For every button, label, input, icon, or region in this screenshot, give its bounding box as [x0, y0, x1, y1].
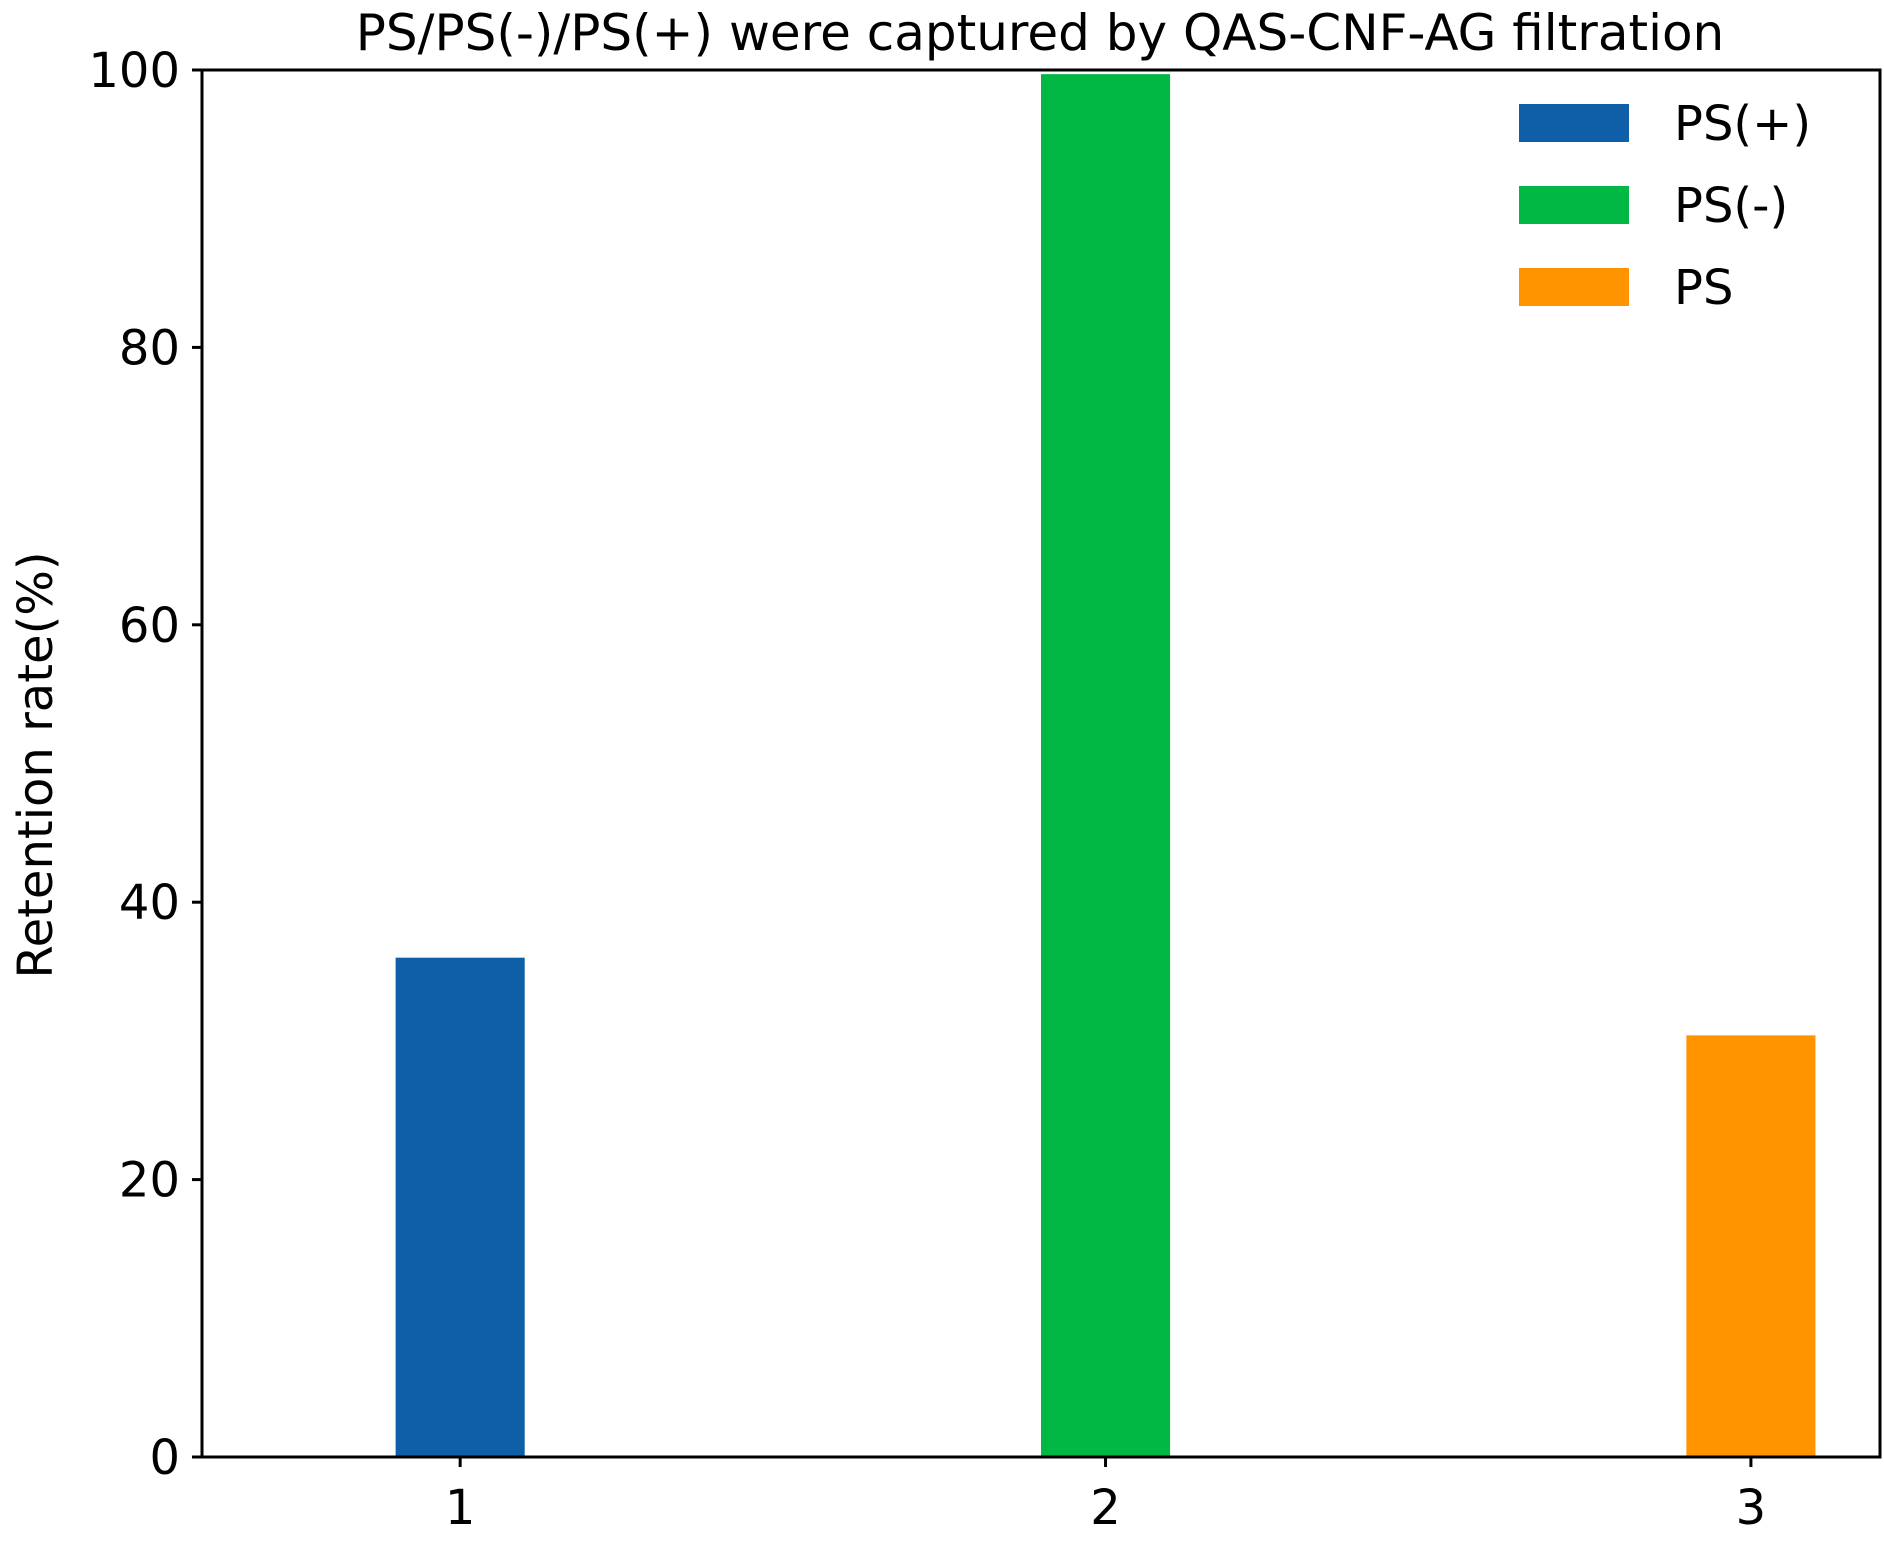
legend-label-1: PS(+)	[1674, 96, 1811, 152]
legend-swatch-3	[1519, 268, 1629, 306]
legend-swatch-1	[1519, 104, 1629, 142]
y-tick-label: 80	[119, 320, 180, 376]
y-tick-label: 60	[119, 598, 180, 654]
x-tick-label: 3	[1736, 1480, 1767, 1536]
legend-swatch-2	[1519, 186, 1629, 224]
legend-label-3: PS	[1674, 260, 1733, 316]
x-tick-label: 1	[445, 1480, 476, 1536]
y-tick-label: 40	[119, 875, 180, 931]
bar-3	[1686, 1035, 1816, 1457]
x-ticks-layer: 1 2 3	[445, 1457, 1766, 1536]
y-axis-label: Retention rate(%)	[8, 551, 64, 978]
plot-frame	[200, 68, 1882, 1459]
y-tick-label: 100	[88, 43, 180, 99]
bar-1	[395, 957, 525, 1457]
x-tick-label: 2	[1090, 1480, 1121, 1536]
y-tick-label: 20	[119, 1153, 180, 1209]
legend-label-2: PS(-)	[1674, 178, 1788, 234]
bars-layer	[395, 74, 1816, 1457]
y-ticks-layer: 0 20 40 60 80 100	[88, 43, 202, 1486]
y-tick-label: 0	[149, 1430, 180, 1486]
bar-2	[1041, 74, 1171, 1457]
chart-title: PS/PS(-)/PS(+) were captured by QAS-CNF-…	[356, 4, 1725, 62]
legend: PS(+) PS(-) PS	[1519, 96, 1811, 316]
